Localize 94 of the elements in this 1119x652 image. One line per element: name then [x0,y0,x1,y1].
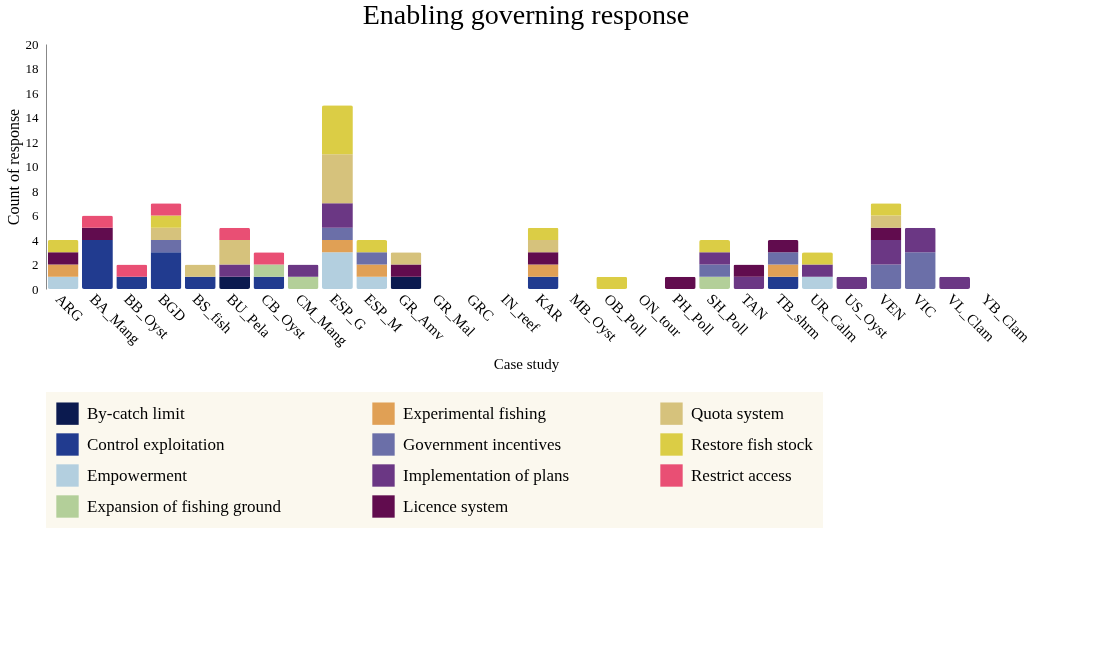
bar [390,264,422,277]
bar [116,264,148,277]
bar [322,227,353,240]
bar [664,276,696,289]
bar [699,264,730,277]
bar [82,227,113,240]
bar [767,276,799,289]
y-tick-label: 14 [25,110,39,125]
bar [322,240,353,253]
bar [870,264,902,289]
bar [184,276,216,289]
bar [82,215,113,228]
bar [322,154,353,204]
bar [150,252,182,289]
bar [116,276,148,289]
bar [219,227,250,240]
bar [527,276,559,289]
legend-label: Experimental fishing [403,403,547,423]
bar [767,252,799,265]
bar [390,252,422,265]
bar [150,215,182,228]
bar [253,252,285,265]
x-tick-label: VIC [909,290,940,321]
legend-label: Quota system [691,403,785,423]
bar [870,215,902,228]
bar [287,276,319,289]
bar [150,203,182,216]
bar [47,252,79,265]
y-tick-label: 20 [25,36,39,52]
bar [219,264,250,277]
bar [699,240,730,253]
bar [733,276,765,289]
legend-label: Restore fish stock [691,434,814,454]
y-tick-label: 12 [25,134,39,150]
legend-label: By-catch limit [87,403,185,423]
legend-label: Empowerment [87,465,188,485]
bar [699,252,730,265]
bar [356,264,388,277]
bar [253,264,285,277]
bar [322,203,353,228]
bar [699,276,730,289]
bar [47,240,79,253]
x-axis-title: Case study [493,355,560,372]
bar [767,240,799,253]
bar [596,276,628,289]
bar [836,276,868,289]
bar [527,264,559,277]
bar [219,276,250,289]
bar [802,264,833,277]
legend-label: Expansion of fishing ground [87,496,282,516]
bar [870,240,902,265]
bar [767,264,799,277]
bar [150,227,182,240]
bar [322,105,353,155]
bar [527,252,559,265]
y-tick-label: 16 [25,85,39,101]
y-tick-label: 10 [25,159,39,174]
y-tick-label: 8 [32,183,39,199]
bar [82,240,113,289]
bar [356,252,388,265]
y-tick-label: 4 [32,232,39,248]
y-axis-title: Count of response [4,108,23,226]
bar [939,276,970,289]
legend-label: Government incentives [403,434,562,454]
legend-label: Restrict access [691,465,792,485]
legend-label: Licence system [403,496,509,516]
y-tick-label: 0 [32,281,39,297]
y-tick-label: 6 [32,208,39,223]
bar [47,276,79,289]
y-tick-label: 2 [32,257,39,272]
bar [253,276,285,289]
bar [904,252,936,289]
bar [870,227,902,240]
chart-title: Enabling governing response [362,0,690,30]
bar [527,227,559,240]
bar [184,264,216,277]
bar [870,203,902,216]
bar [390,276,422,289]
bar [733,264,765,277]
bar [356,240,388,253]
bar [356,276,388,289]
bar [802,276,833,289]
bar [47,264,79,277]
x-tick-label: ARG [52,290,87,325]
bar [219,240,250,265]
bar [150,240,182,253]
bar [802,252,833,265]
bar [322,252,353,289]
bar [904,227,936,253]
y-tick-label: 18 [25,61,39,76]
bar [287,264,319,277]
legend-label: Implementation of plans [403,465,570,485]
bar [527,240,559,253]
legend-label: Control exploitation [87,434,225,454]
